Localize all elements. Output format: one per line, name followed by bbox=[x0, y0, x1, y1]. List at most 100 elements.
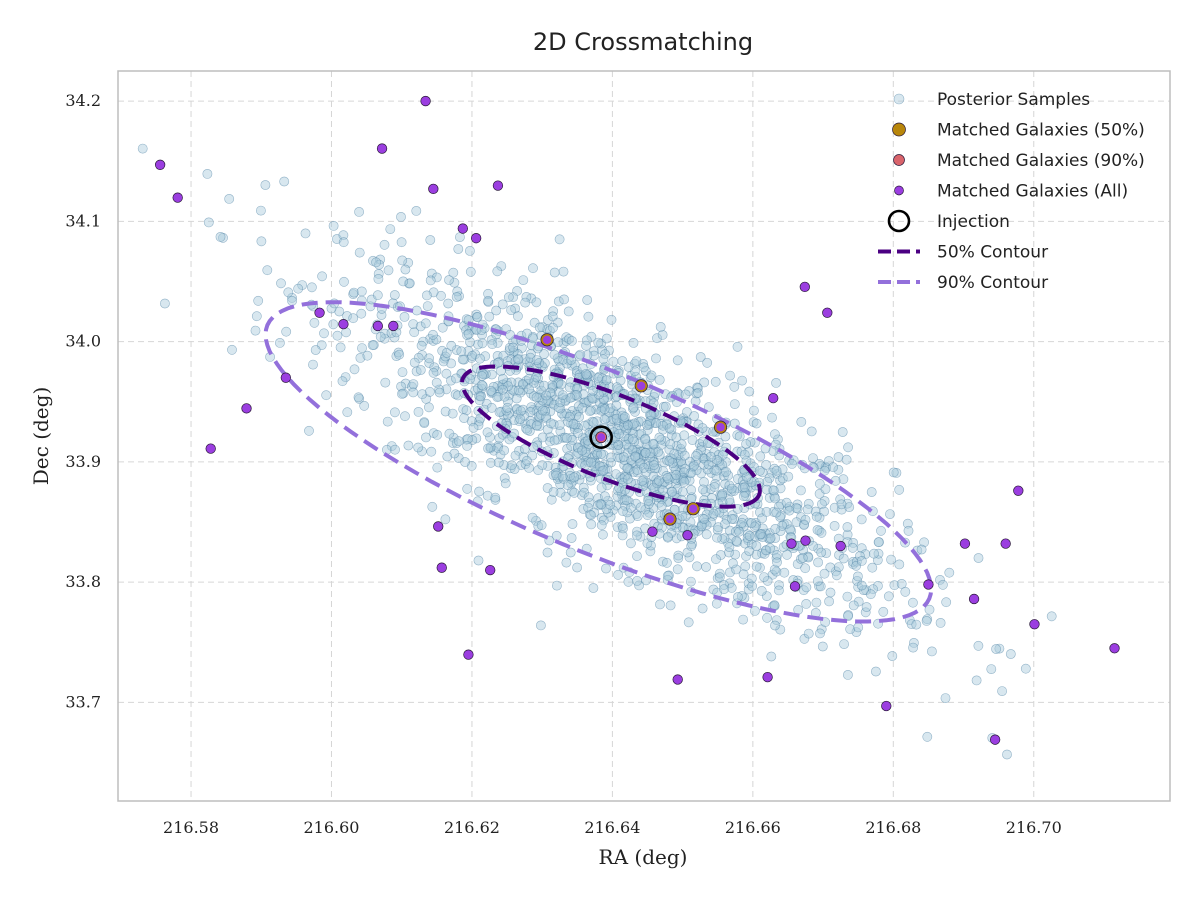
posterior-sample bbox=[655, 321, 666, 332]
posterior-sample bbox=[394, 349, 405, 360]
posterior-sample bbox=[497, 384, 508, 395]
posterior-sample bbox=[416, 340, 427, 351]
posterior-sample bbox=[816, 547, 827, 558]
posterior-sample bbox=[853, 622, 864, 633]
posterior-sample bbox=[428, 367, 439, 378]
posterior-sample bbox=[627, 434, 638, 445]
posterior-sample bbox=[596, 499, 607, 510]
matched-galaxy-all bbox=[789, 581, 801, 592]
posterior-sample bbox=[654, 475, 664, 486]
posterior-sample bbox=[356, 308, 367, 319]
posterior-sample bbox=[558, 266, 569, 277]
posterior-sample bbox=[442, 451, 453, 462]
posterior-sample bbox=[751, 520, 761, 531]
posterior-sample bbox=[679, 450, 690, 461]
posterior-sample bbox=[770, 524, 781, 534]
posterior-sample bbox=[554, 234, 565, 245]
matched-galaxy-all bbox=[1029, 619, 1040, 630]
posterior-sample bbox=[677, 486, 688, 497]
posterior-sample bbox=[855, 551, 865, 561]
x-tick-label: 216.60 bbox=[303, 818, 359, 837]
posterior-sample bbox=[382, 416, 393, 427]
posterior-sample bbox=[640, 433, 651, 444]
posterior-sample bbox=[583, 369, 594, 379]
posterior-sample bbox=[630, 451, 641, 462]
posterior-sample bbox=[699, 377, 710, 388]
posterior-sample bbox=[935, 575, 945, 585]
posterior-sample bbox=[702, 357, 713, 368]
posterior-sample bbox=[703, 459, 714, 470]
posterior-sample bbox=[626, 538, 636, 549]
posterior-sample bbox=[444, 275, 454, 285]
posterior-sample bbox=[672, 355, 683, 366]
matched-galaxy-all bbox=[762, 671, 773, 683]
posterior-sample bbox=[811, 597, 822, 608]
posterior-sample bbox=[400, 264, 411, 275]
legend-label: Matched Galaxies (90%) bbox=[937, 151, 1145, 171]
posterior-sample bbox=[612, 382, 622, 393]
posterior-sample bbox=[335, 342, 346, 353]
posterior-sample bbox=[765, 533, 776, 543]
matched-galaxy-all bbox=[154, 159, 166, 170]
posterior-sample bbox=[817, 499, 827, 509]
posterior-sample bbox=[654, 374, 665, 385]
posterior-sample bbox=[308, 359, 318, 370]
posterior-sample bbox=[526, 388, 537, 399]
legend-marker-90 bbox=[893, 154, 905, 166]
posterior-sample bbox=[444, 428, 455, 439]
posterior-sample bbox=[557, 471, 568, 482]
posterior-sample bbox=[817, 641, 828, 652]
posterior-sample bbox=[593, 337, 604, 348]
posterior-sample bbox=[612, 445, 623, 455]
posterior-sample bbox=[655, 599, 665, 610]
posterior-sample bbox=[506, 305, 516, 315]
posterior-sample bbox=[409, 357, 420, 368]
posterior-sample bbox=[672, 564, 683, 575]
posterior-sample bbox=[669, 448, 680, 459]
matched-galaxy-all bbox=[636, 381, 646, 391]
posterior-sample bbox=[613, 485, 623, 496]
posterior-sample bbox=[425, 275, 436, 286]
posterior-sample bbox=[814, 478, 825, 489]
posterior-sample bbox=[903, 525, 914, 536]
posterior-sample bbox=[537, 460, 548, 471]
posterior-sample bbox=[503, 381, 513, 391]
posterior-sample bbox=[415, 321, 426, 332]
posterior-sample bbox=[853, 596, 864, 607]
posterior-sample bbox=[373, 273, 384, 284]
posterior-sample bbox=[867, 562, 878, 573]
posterior-sample bbox=[287, 295, 297, 306]
posterior-sample bbox=[833, 452, 844, 462]
posterior-sample bbox=[426, 446, 437, 457]
posterior-sample bbox=[741, 439, 751, 449]
posterior-sample bbox=[667, 454, 678, 464]
posterior-sample bbox=[441, 347, 452, 358]
posterior-sample bbox=[293, 283, 304, 294]
posterior-sample bbox=[828, 462, 838, 473]
posterior-sample bbox=[297, 280, 308, 290]
posterior-sample bbox=[422, 301, 433, 311]
posterior-sample bbox=[537, 395, 548, 406]
posterior-sample bbox=[944, 567, 955, 578]
posterior-sample bbox=[611, 469, 621, 479]
posterior-sample bbox=[657, 329, 668, 340]
posterior-sample bbox=[640, 434, 650, 445]
posterior-sample bbox=[749, 462, 759, 472]
posterior-sample bbox=[720, 519, 730, 529]
posterior-sample bbox=[628, 419, 638, 430]
matched-galaxy-all bbox=[716, 423, 725, 432]
posterior-sample bbox=[558, 354, 569, 365]
posterior-sample bbox=[375, 331, 386, 342]
posterior-sample bbox=[389, 407, 400, 418]
posterior-sample bbox=[736, 591, 747, 601]
posterior-sample bbox=[390, 444, 400, 455]
posterior-sample bbox=[549, 349, 560, 360]
posterior-sample bbox=[606, 457, 616, 468]
posterior-sample bbox=[703, 402, 714, 412]
posterior-sample bbox=[542, 483, 553, 493]
posterior-sample bbox=[729, 381, 740, 392]
posterior-sample bbox=[842, 522, 853, 532]
posterior-sample bbox=[796, 485, 806, 496]
posterior-sample bbox=[618, 523, 628, 534]
matched-galaxy-all bbox=[959, 538, 971, 549]
